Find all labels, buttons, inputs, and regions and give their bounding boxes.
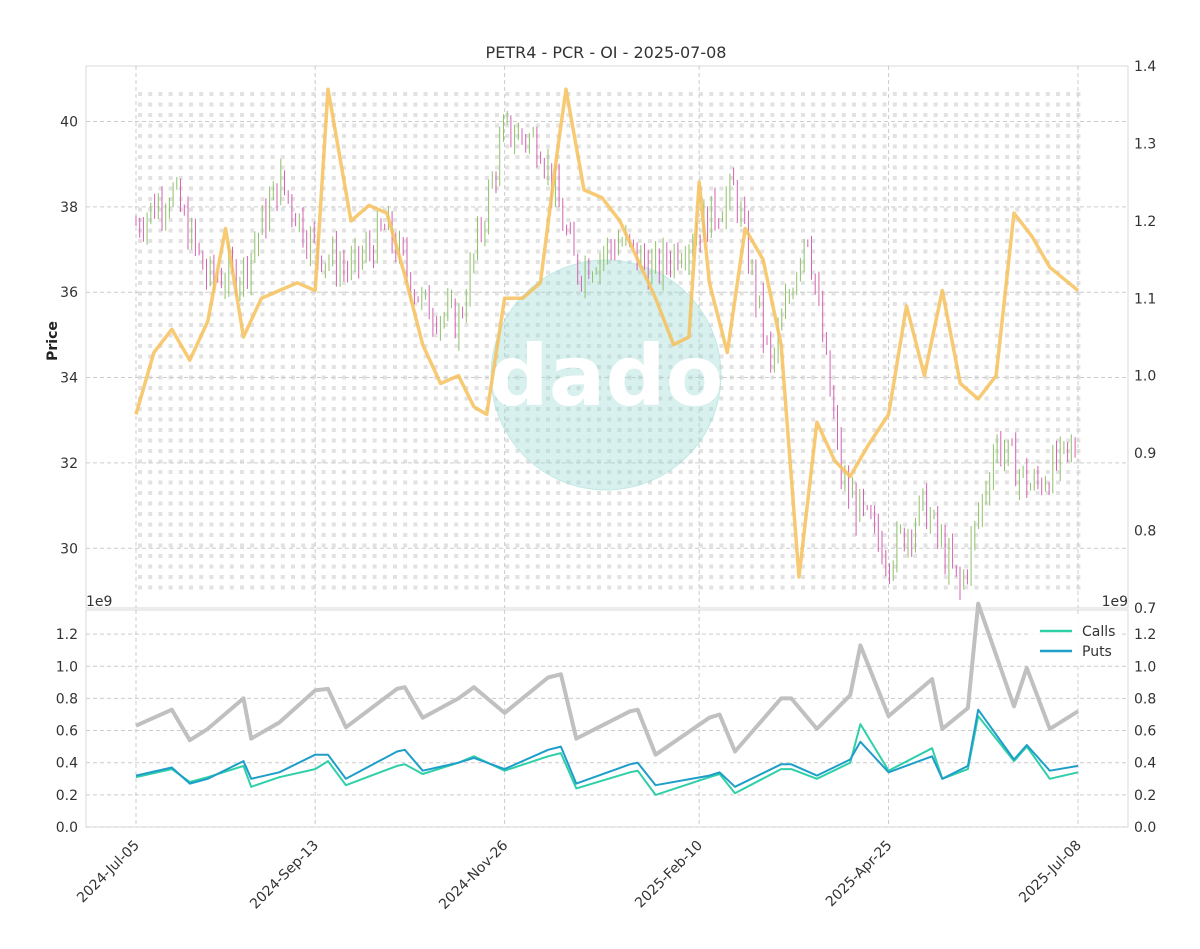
price-tick-label: 36 (60, 285, 78, 301)
series-line-calls (135, 715, 1079, 796)
oi-tick-label-right: 0.0 (1134, 820, 1156, 836)
oi-tick-label-right: 1.0 (1134, 659, 1156, 675)
oi-tick-label-right: 0.6 (1134, 724, 1156, 740)
price-ticks (135, 110, 1076, 601)
price-tick-label: 40 (60, 114, 78, 130)
price-tick-label: 38 (60, 200, 78, 216)
legend: Calls Puts (1030, 617, 1120, 665)
oi-tick-label-right: 0.4 (1134, 756, 1156, 772)
oi-tick-label-left: 0.2 (56, 788, 78, 804)
oi-offset-label-right: 1e9 (1102, 594, 1128, 610)
x-axis: 2024-Jul-05 2024-Sep-13 2024-Nov-26 2025-Fe… (74, 837, 1085, 912)
x-tick-label: 2024-Sep-13 (247, 838, 322, 913)
series-line-total (135, 601, 1080, 757)
chart-title: PETR4 - PCR - OI - 2025-07-08 (486, 43, 727, 62)
oi-tick-label-left: 1.0 (56, 659, 78, 675)
oi-tick-label-right: 1.2 (1134, 627, 1156, 643)
oi-tick-label-left: 1.2 (56, 627, 78, 643)
legend-calls: Calls (1082, 624, 1115, 640)
x-tick-label: 2025-Feb-10 (632, 838, 706, 912)
pcr-tick-label: 1.4 (1134, 59, 1156, 75)
svg-text:dado: dado (489, 327, 724, 425)
bottom-panel: 0.0 0.0 0.2 0.2 0.4 0.4 0.6 0.6 0.8 0.8 1.0 1.0 1.2 1… (56, 594, 1157, 836)
background-dot-texture (138, 92, 1081, 590)
oi-tick-label-left: 0.6 (56, 724, 78, 740)
x-tick-label: 2024-Nov-26 (436, 837, 511, 912)
x-tick-label: 2025-Jul-08 (1016, 838, 1085, 907)
oi-offset-label-left: 1e9 (86, 594, 112, 610)
top-lines (134, 87, 1080, 601)
oi-tick-label-right: 0.2 (1134, 788, 1156, 804)
oi-tick-label-left: 0.0 (56, 820, 78, 836)
legend-puts: Puts (1082, 644, 1112, 660)
pcr-tick-label: 1.1 (1134, 291, 1156, 307)
pcr-tick-label: 0.7 (1134, 601, 1156, 617)
pcr-oi-line (134, 87, 1080, 579)
oi-tick-label-right: 0.8 (1134, 691, 1156, 707)
series-line-puts (135, 708, 1079, 788)
pcr-tick-label: 1.2 (1134, 214, 1156, 230)
price-axis-label: Price (45, 321, 61, 361)
x-tick-label: 2025-Apr-25 (823, 838, 896, 911)
pcr-tick-label: 1.0 (1134, 369, 1156, 385)
pcr-tick-label: 0.9 (1134, 446, 1156, 462)
pcr-tick-label: 1.3 (1134, 136, 1156, 152)
oi-tick-label-left: 0.8 (56, 691, 78, 707)
x-tick-label: 2024-Jul-05 (74, 838, 143, 907)
oi-tick-label-left: 0.4 (56, 756, 78, 772)
pcr-tick-label: 0.8 (1134, 524, 1156, 540)
price-tick-label: 30 (60, 541, 78, 557)
price-tick-label: 32 (60, 456, 78, 472)
top-panel: 30 32 34 36 38 40 0.7 0.8 0.9 1.0 1.1 1.2 1.3 1.4 Pric… (45, 59, 1156, 617)
price-tick-label: 34 (60, 371, 78, 387)
watermark-logo: dado (489, 259, 724, 491)
